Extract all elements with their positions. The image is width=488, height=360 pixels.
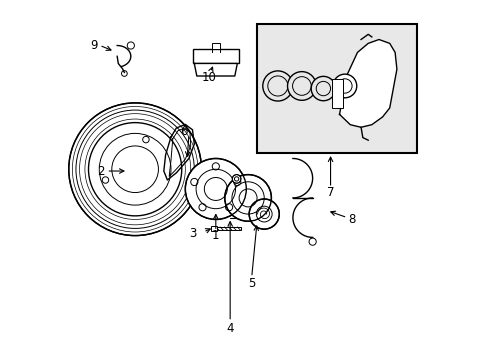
Circle shape <box>232 175 241 183</box>
Text: 5: 5 <box>247 278 255 291</box>
Text: 1: 1 <box>212 229 219 242</box>
Circle shape <box>287 72 316 100</box>
Circle shape <box>224 175 271 221</box>
Circle shape <box>332 74 356 98</box>
Bar <box>211 226 217 231</box>
Polygon shape <box>339 40 396 127</box>
Circle shape <box>262 71 292 101</box>
Circle shape <box>69 103 201 235</box>
Circle shape <box>310 76 335 101</box>
Text: 3: 3 <box>188 227 196 240</box>
Bar <box>257 24 416 153</box>
Text: 10: 10 <box>201 71 216 84</box>
Text: 6: 6 <box>180 125 187 138</box>
Text: 9: 9 <box>90 39 98 52</box>
Circle shape <box>249 199 279 229</box>
Text: 4: 4 <box>226 322 233 335</box>
Bar <box>211 42 220 49</box>
Circle shape <box>185 158 246 220</box>
Text: 8: 8 <box>347 213 355 226</box>
Polygon shape <box>194 63 237 76</box>
Text: 2: 2 <box>97 165 104 177</box>
Bar <box>214 226 241 230</box>
Text: 7: 7 <box>326 186 334 199</box>
Bar <box>332 79 343 108</box>
Bar <box>192 49 239 63</box>
